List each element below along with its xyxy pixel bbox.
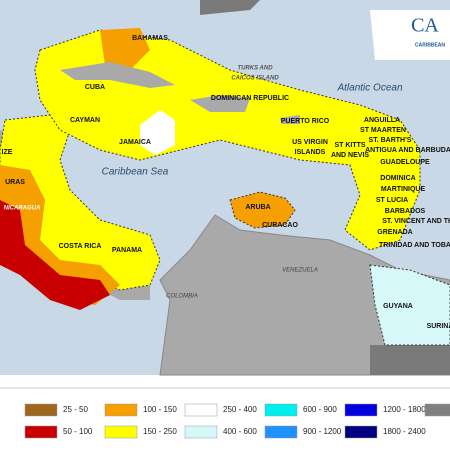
legend-label: 400 - 600	[223, 427, 257, 436]
place-label: ST LUCIA	[376, 197, 408, 204]
place-label: GUYANA	[383, 303, 413, 310]
place-label: PUERTO RICO	[281, 118, 330, 125]
legend-swatch	[104, 403, 138, 417]
place-label: IZE	[2, 149, 13, 156]
red-zone	[0, 200, 110, 310]
legend-swatch	[264, 425, 298, 439]
place-label: ARUBA	[245, 204, 270, 211]
place-label: COSTA RICA	[59, 243, 102, 250]
place-label: GRENADA	[377, 229, 412, 236]
legend-label: 900 - 1200	[303, 427, 342, 436]
place-label: ST MAARTEN	[360, 127, 406, 134]
place-label: NICARAGUA	[4, 206, 41, 212]
legend-swatch	[184, 403, 218, 417]
place-label: MARTINIQUE	[381, 186, 426, 193]
labels: BAHAMAS TURKS AND CAICOS ISLAND CUBA Atlanti…	[2, 35, 450, 330]
place-label: URAS	[5, 179, 25, 186]
place-label: AND NEVIS	[331, 152, 369, 159]
grey-region	[200, 0, 260, 15]
legend-swatch	[24, 403, 58, 417]
cyan-zone	[369, 264, 450, 346]
place-label: ST. VINCENT AND THE	[382, 218, 450, 225]
puerto-rico	[280, 115, 300, 124]
legend-swatch	[424, 403, 450, 417]
legend-swatch	[344, 425, 378, 439]
cuba	[60, 62, 175, 88]
legend-label: 100 - 150	[143, 405, 177, 414]
place-label: Caribbean Sea	[102, 167, 169, 178]
legend-label: 25 - 50	[63, 405, 88, 414]
place-label: CAYMAN	[70, 117, 100, 124]
legend-label: 250 - 400	[223, 405, 257, 414]
place-label: ISLANDS	[295, 149, 326, 156]
legend: 25 - 50 50 - 100 100 - 150 150 - 250 250 - 4…	[0, 387, 450, 439]
place-label: COLOMBIA	[166, 294, 198, 300]
legend-swatch	[24, 425, 58, 439]
place-label: US VIRGIN	[292, 139, 328, 146]
place-label: SURINA	[427, 323, 450, 330]
place-label: ANTIGUA AND BARBUDA	[365, 147, 450, 154]
place-label: DOMINICAN REPUBLIC	[211, 95, 289, 102]
place-label: GUADELOUPE	[380, 159, 430, 166]
place-label: CAICOS ISLAND	[231, 76, 279, 82]
yellow-zone	[34, 29, 421, 251]
orange-zone	[100, 28, 150, 70]
legend-swatch	[344, 403, 378, 417]
orange-zone	[229, 191, 296, 229]
legend-swatch	[184, 425, 218, 439]
legend-label: 50 - 100	[63, 427, 93, 436]
place-label: JAMAICA	[119, 139, 151, 146]
legend-label: 1800 - 2400	[383, 427, 426, 436]
white-zone	[140, 110, 175, 155]
place-label: CUBA	[85, 84, 105, 91]
logo-text: CARIBBEAN	[415, 42, 445, 48]
legend-swatch	[104, 425, 138, 439]
place-label: VENEZUELA	[282, 268, 318, 274]
place-label: DOMINICA	[380, 175, 415, 182]
logo-box	[370, 10, 450, 60]
place-label: CURACAO	[262, 222, 298, 229]
place-label: BARBADOS	[385, 208, 426, 215]
legend-swatch	[264, 403, 298, 417]
south-america	[159, 214, 450, 376]
legend-label: 1200 - 1800	[383, 405, 426, 414]
legend-label: 150 - 250	[143, 427, 177, 436]
place-label: TURKS AND	[237, 66, 273, 72]
place-label: ST KITTS	[334, 142, 365, 149]
legend-label: 600 - 900	[303, 405, 337, 414]
hispaniola	[190, 95, 250, 112]
place-label: ANGUILLA	[364, 117, 400, 124]
grey-region	[370, 345, 450, 375]
place-label: PANAMA	[112, 247, 142, 254]
place-label: BAHAMAS	[132, 35, 168, 42]
place-label: ST. BARTH'S	[369, 137, 412, 144]
place-label: TRINIDAD AND TOBA	[379, 242, 450, 249]
logo-mark: CA	[411, 15, 439, 37]
place-label: Atlantic Ocean	[336, 83, 402, 94]
